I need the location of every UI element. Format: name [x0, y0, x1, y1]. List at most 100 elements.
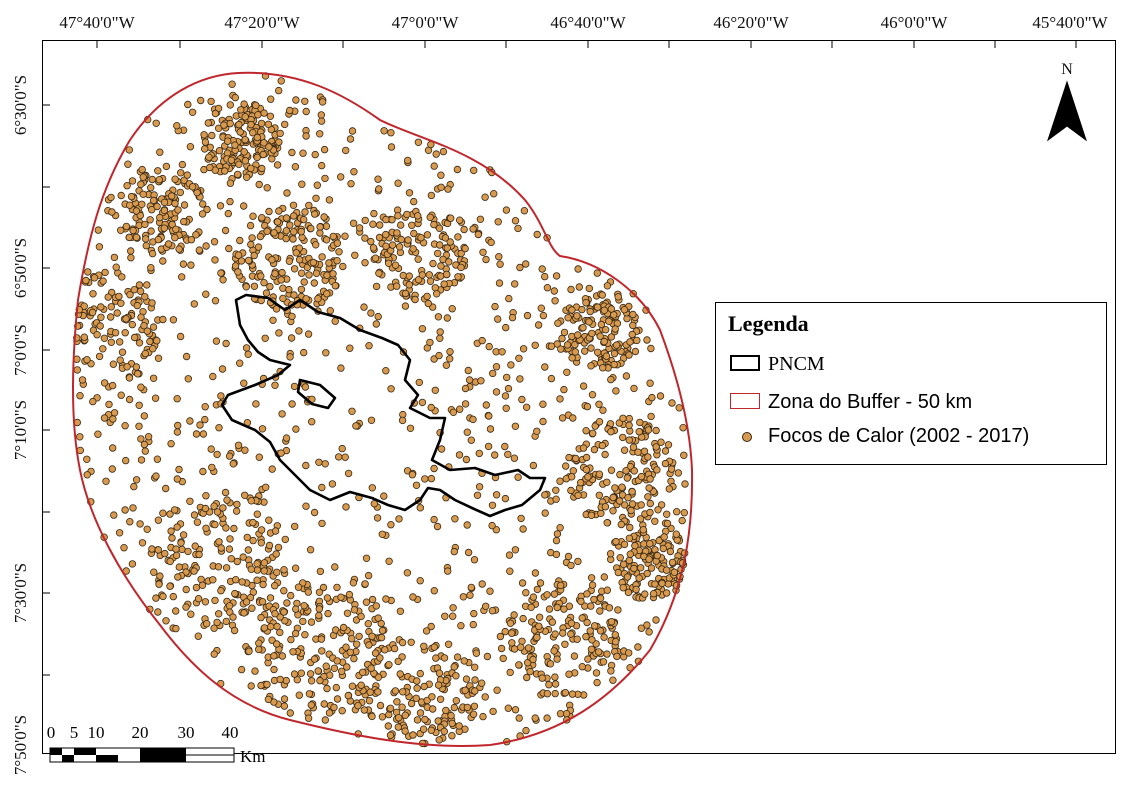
- fire-point: [625, 414, 633, 423]
- fire-point: [387, 521, 395, 529]
- legend-title: Legenda: [728, 311, 809, 336]
- fire-point: [552, 536, 561, 545]
- fire-point: [612, 387, 620, 395]
- fire-point: [433, 522, 442, 531]
- fire-point: [517, 514, 525, 523]
- fire-point: [457, 263, 465, 272]
- fire-point: [338, 707, 346, 715]
- fire-point: [147, 227, 155, 235]
- fire-point: [471, 687, 479, 695]
- fire-point: [430, 587, 438, 595]
- fire-point: [413, 684, 421, 692]
- fire-point: [441, 612, 449, 620]
- fire-point: [443, 270, 451, 279]
- fire-point: [289, 235, 297, 243]
- fire-point: [567, 619, 576, 627]
- scale-bar: [49, 747, 235, 763]
- fire-point: [377, 633, 386, 642]
- fire-point: [469, 225, 477, 233]
- fire-point: [369, 244, 378, 252]
- fire-point: [116, 356, 124, 364]
- fire-point: [270, 652, 278, 660]
- fire-point: [600, 306, 608, 314]
- fire-point: [533, 633, 541, 642]
- fire-point: [328, 480, 337, 488]
- fire-point: [111, 329, 120, 337]
- legend-item-pncm: PNCM: [724, 351, 825, 377]
- fire-point: [410, 229, 418, 238]
- fire-point: [233, 170, 242, 179]
- fire-point: [501, 392, 510, 400]
- fire-point: [543, 591, 551, 599]
- fire-point: [460, 657, 468, 665]
- fire-point: [341, 453, 349, 461]
- fire-point: [226, 535, 234, 543]
- fire-point: [478, 679, 486, 687]
- fire-point: [552, 486, 560, 494]
- fire-point: [307, 677, 316, 685]
- fire-point: [115, 338, 124, 346]
- fire-point: [138, 539, 147, 547]
- fire-point: [171, 607, 180, 615]
- fire-point: [620, 306, 629, 314]
- fire-point: [598, 291, 606, 299]
- fire-point: [217, 544, 225, 552]
- fire-point: [385, 557, 393, 565]
- fire-point: [314, 295, 322, 303]
- fire-point: [346, 135, 355, 143]
- fire-point: [450, 663, 458, 671]
- fire-point: [504, 384, 513, 393]
- fire-point: [106, 313, 115, 321]
- fire-point: [333, 583, 341, 592]
- fire-point: [292, 425, 300, 433]
- fire-point: [137, 435, 145, 443]
- fire-point: [314, 667, 322, 675]
- fire-point: [429, 259, 437, 268]
- fire-point: [515, 354, 523, 362]
- fire-point: [101, 268, 109, 277]
- fire-point: [133, 370, 142, 378]
- fire-point: [593, 678, 601, 687]
- fire-point: [473, 491, 482, 499]
- fire-point: [161, 549, 169, 558]
- fire-point: [120, 544, 128, 552]
- fire-point: [649, 590, 658, 598]
- fire-point: [564, 314, 572, 322]
- fire-point: [483, 652, 492, 661]
- fire-point: [135, 281, 144, 289]
- fire-point: [416, 709, 425, 717]
- fire-point: [424, 299, 432, 308]
- fire-point: [637, 624, 646, 632]
- fire-point: [305, 201, 313, 210]
- fire-point: [439, 147, 448, 156]
- fire-point: [287, 334, 296, 342]
- fire-point: [635, 574, 643, 582]
- fire-point: [128, 560, 137, 568]
- fire-point: [174, 206, 182, 214]
- fire-point: [211, 596, 219, 605]
- fire-point: [475, 449, 483, 458]
- fire-point: [139, 173, 147, 181]
- fire-point: [430, 162, 438, 170]
- fire-point: [215, 424, 223, 432]
- fire-point: [89, 290, 97, 298]
- left-label-6: 7°50'0"S: [11, 715, 30, 775]
- fire-point: [166, 582, 174, 590]
- fire-point: [368, 595, 377, 604]
- fire-point: [329, 232, 337, 241]
- fire-point: [382, 215, 390, 224]
- fire-point: [398, 416, 407, 425]
- fire-point: [229, 460, 237, 468]
- fire-point: [301, 631, 309, 639]
- fire-point: [395, 515, 403, 523]
- fire-point: [319, 583, 328, 592]
- fire-point: [264, 120, 273, 128]
- fire-point: [374, 312, 382, 321]
- fire-point: [263, 227, 271, 235]
- fire-point: [444, 640, 453, 648]
- fire-point: [625, 421, 633, 429]
- fire-point: [517, 643, 525, 651]
- fire-point: [214, 124, 223, 132]
- fire-point: [100, 334, 109, 342]
- fire-point: [300, 278, 308, 286]
